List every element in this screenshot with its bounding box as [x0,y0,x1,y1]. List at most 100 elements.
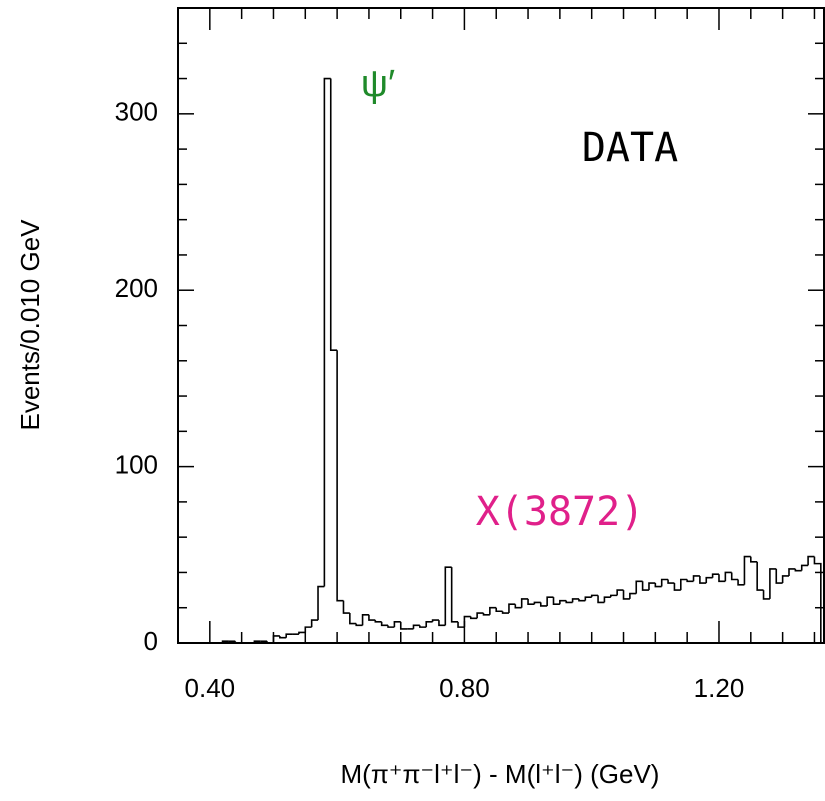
histogram-bin [616,589,624,596]
y-axis-label: Events/0.010 GeV [15,219,45,431]
histogram-bin [279,635,287,639]
histogram-bin [781,575,789,584]
histogram-bin [769,568,777,599]
y-tick-label: 0 [144,626,158,656]
histogram-bin [609,594,618,598]
histogram-bin [584,596,592,601]
histogram-bin [756,561,764,591]
histogram-bin [520,598,529,608]
histogram-bin [285,633,293,638]
histogram-bin [590,594,599,598]
histogram-bin [431,619,439,622]
histogram-bin [775,568,783,584]
histogram-bin [336,350,344,602]
histogram-bin [800,564,809,571]
histogram-bin [444,566,452,626]
histogram-bin [342,600,350,614]
histogram-bin [750,556,758,563]
histogram-bin [660,578,669,587]
histogram-bin [559,599,567,605]
annotation: DATA [582,125,678,171]
histogram-bin [571,598,579,603]
histogram-bin [730,572,739,581]
histogram-bin [355,623,363,627]
histogram-bin [527,598,535,605]
histogram-bin [501,611,509,614]
x-tick-label: 0.80 [439,673,490,703]
histogram-bin [329,78,338,351]
histogram-bin [387,625,395,628]
histogram-bin [603,596,611,603]
histogram-bin [743,555,751,585]
histogram-bin [489,606,497,615]
histogram-bin [508,603,516,614]
annotation: ψ′ [361,63,395,105]
histogram-bin [399,621,408,630]
histogram-bin [253,640,261,643]
histogram-bin [692,575,700,582]
histogram-bin [654,583,662,588]
histogram-bin [718,574,726,583]
histogram-bin [425,621,433,628]
histogram-bin [641,581,649,591]
y-tick-label: 200 [115,273,158,303]
histogram-bin [380,621,389,627]
histogram-bin [457,621,465,628]
histogram-bin [699,575,707,584]
histogram-bin [412,624,420,629]
histogram-bin [323,77,331,587]
histogram-bin [298,631,306,635]
histogram-bin [304,626,312,633]
histogram-bin [495,607,503,613]
histogram-bin [552,597,560,605]
histogram-bin [234,641,242,644]
histogram-bin [648,582,656,591]
histogram-bin [368,614,376,621]
histogram-bin [476,612,484,619]
histogram-bin [349,613,357,625]
y-tick-label: 100 [115,449,158,479]
histogram-bin [374,620,382,623]
histogram-bin [622,590,630,600]
histogram-bin [361,613,369,626]
histogram-bin [310,619,319,628]
x-tick-label: 0.40 [185,673,236,703]
histogram-bin [686,579,694,583]
histogram-bin [546,596,554,606]
histogram-bin [679,578,688,591]
x-tick-label: 1.20 [694,673,745,703]
histogram-bin [597,595,605,604]
histogram-bin [667,579,675,584]
histogram-bin [469,616,478,620]
annotation: X(3872) [476,489,645,535]
plot-frame [177,7,825,644]
histogram-bin [673,583,681,591]
histogram-bin [463,615,471,628]
histogram-bin [705,576,713,584]
x-axis-label: M(π⁺π⁻l⁺l⁻) - M(l⁺l⁻) (GeV) [341,759,660,789]
histogram-bin [514,604,522,609]
histogram-bin [813,556,822,643]
histogram-bin [438,620,446,627]
histogram-bin [794,568,802,572]
histogram-bin [578,598,586,602]
histogram-bin [737,579,745,586]
histogram-bin [393,621,401,628]
histogram-bin [629,592,637,599]
histogram-bin [450,567,459,623]
histogram-bin [724,571,732,582]
histogram-bin [482,613,490,616]
histogram-bin [317,585,325,621]
histogram-bin [565,600,573,604]
histogram-bin [266,641,274,644]
histogram-bin [539,602,548,607]
histogram-bin [635,580,643,594]
histogram-bin [533,601,541,605]
histogram-bin [807,555,815,566]
histogram-bin [788,568,796,576]
histogram-bin [221,640,229,643]
histogram-bin [711,573,719,578]
histogram-bin [762,590,770,600]
histogram-bin [272,635,280,643]
